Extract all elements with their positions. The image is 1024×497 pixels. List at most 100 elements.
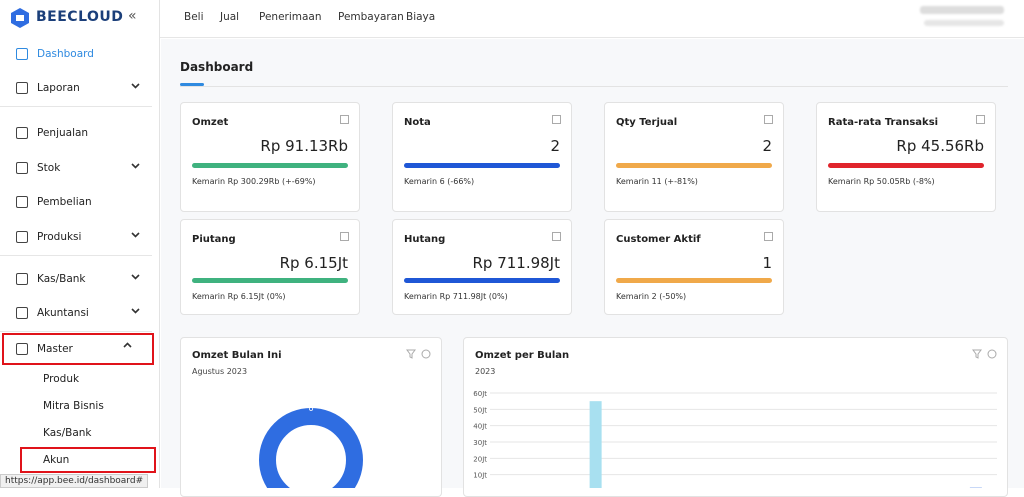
card-title: Customer Aktif xyxy=(616,234,701,245)
refresh-icon xyxy=(988,350,996,358)
card-title: Piutang xyxy=(192,234,236,245)
menu-item[interactable]: Pembelian xyxy=(0,189,160,215)
menu-divider xyxy=(0,255,152,256)
external-link-icon[interactable] xyxy=(764,115,773,124)
card-progress xyxy=(404,278,560,283)
menu-divider xyxy=(0,331,152,332)
chevron-icon xyxy=(131,161,140,170)
external-link-icon[interactable] xyxy=(552,232,561,241)
menu-item[interactable]: Dashboard xyxy=(0,41,160,67)
chevron xyxy=(131,81,140,93)
menu-label: Produksi xyxy=(37,231,81,243)
stat-card: Hutang Rp 711.98Jt Kemarin Rp 711.98Jt (0%… xyxy=(392,219,572,315)
menu-icon xyxy=(16,231,28,243)
card-compare: Kemarin Rp 711.98Jt (0%) xyxy=(404,292,508,301)
refresh-icon xyxy=(422,350,430,358)
submenu-item[interactable]: Produk xyxy=(22,368,154,390)
menu-label: Akuntansi xyxy=(37,307,89,319)
external-link-icon[interactable] xyxy=(552,115,561,124)
chevron-path xyxy=(132,275,139,279)
menu-label: Master xyxy=(37,343,73,355)
chevron-path xyxy=(132,84,139,88)
menu-icon xyxy=(16,273,28,285)
y-tick-label: 50Jt xyxy=(473,406,487,414)
chevron-path xyxy=(132,233,139,237)
card-progress xyxy=(192,163,348,168)
nav-link[interactable]: Beli xyxy=(184,11,204,23)
submenu-item[interactable]: Akun xyxy=(22,449,154,471)
submenu-item[interactable]: Mitra Bisnis xyxy=(22,395,154,417)
card-title: Omzet xyxy=(192,117,228,128)
menu-item[interactable]: Stok xyxy=(0,155,160,181)
menu-item[interactable]: Akuntansi xyxy=(0,300,160,326)
external-link-icon[interactable] xyxy=(976,115,985,124)
status-url: https://app.bee.id/dashboard# xyxy=(0,474,148,488)
card-value: 2 xyxy=(550,137,560,155)
menu-icon xyxy=(16,162,28,174)
submenu-item[interactable]: Kas/Bank xyxy=(22,422,154,444)
y-tick-label: 20Jt xyxy=(473,455,487,463)
collapse-icon[interactable]: « xyxy=(128,8,137,24)
menu-icon xyxy=(16,82,28,94)
card-value: Rp 711.98Jt xyxy=(472,254,560,272)
nav-link[interactable]: Biaya xyxy=(406,11,435,23)
y-tick-label: 60Jt xyxy=(473,390,487,398)
logo xyxy=(10,7,30,29)
menu-label: Dashboard xyxy=(37,48,94,60)
chevron-icon xyxy=(131,230,140,239)
chevron xyxy=(131,230,140,242)
external-link-icon[interactable] xyxy=(340,232,349,241)
chevron-icon xyxy=(131,306,140,315)
menu-label: Laporan xyxy=(37,82,80,94)
menu-item[interactable]: Penjualan xyxy=(0,120,160,146)
chevron-path xyxy=(132,309,139,313)
chevron xyxy=(131,306,140,318)
menu-label: Stok xyxy=(37,162,60,174)
card-title: Nota xyxy=(404,117,431,128)
external-link-icon[interactable] xyxy=(340,115,349,124)
divider xyxy=(180,86,1008,87)
nav-link[interactable]: Pembayaran xyxy=(338,11,404,23)
chevron-path xyxy=(124,344,131,348)
donut-segment xyxy=(268,417,355,489)
card-compare: Kemarin 11 (+-81%) xyxy=(616,177,698,186)
menu-label: Penjualan xyxy=(37,127,88,139)
menu-icon xyxy=(16,343,28,355)
card-value: Rp 6.15Jt xyxy=(280,254,348,272)
user-blur xyxy=(924,20,1004,26)
menu-item[interactable]: Produksi xyxy=(0,224,160,250)
card-value: Rp 45.56Rb xyxy=(896,137,984,155)
menu-item[interactable]: Kas/Bank xyxy=(0,266,160,292)
card-progress xyxy=(192,278,348,283)
card-value: 1 xyxy=(762,254,772,272)
card-title: Hutang xyxy=(404,234,445,245)
card-progress xyxy=(616,278,772,283)
menu-item[interactable]: Master xyxy=(4,335,152,363)
menu-icon xyxy=(16,48,28,60)
menu-label: Kas/Bank xyxy=(37,273,86,285)
card-title: Qty Terjual xyxy=(616,117,677,128)
external-link-icon[interactable] xyxy=(764,232,773,241)
chevron xyxy=(123,341,132,353)
chevron-icon xyxy=(123,341,132,350)
nav-link[interactable]: Jual xyxy=(220,11,239,23)
menu-label: Pembelian xyxy=(37,196,92,208)
card-progress xyxy=(616,163,772,168)
stat-card: Customer Aktif 1 Kemarin 2 (-50%) xyxy=(604,219,784,315)
nav-link[interactable]: Penerimaan xyxy=(259,11,322,23)
menu-icon xyxy=(16,196,28,208)
panel-chart: 091.13Rb xyxy=(181,338,441,488)
card-compare: Kemarin 2 (-50%) xyxy=(616,292,686,301)
menu-item[interactable]: Laporan xyxy=(0,75,160,101)
y-tick-label: 30Jt xyxy=(473,439,487,447)
y-tick-label: 10Jt xyxy=(473,472,487,480)
chevron-icon xyxy=(131,81,140,90)
